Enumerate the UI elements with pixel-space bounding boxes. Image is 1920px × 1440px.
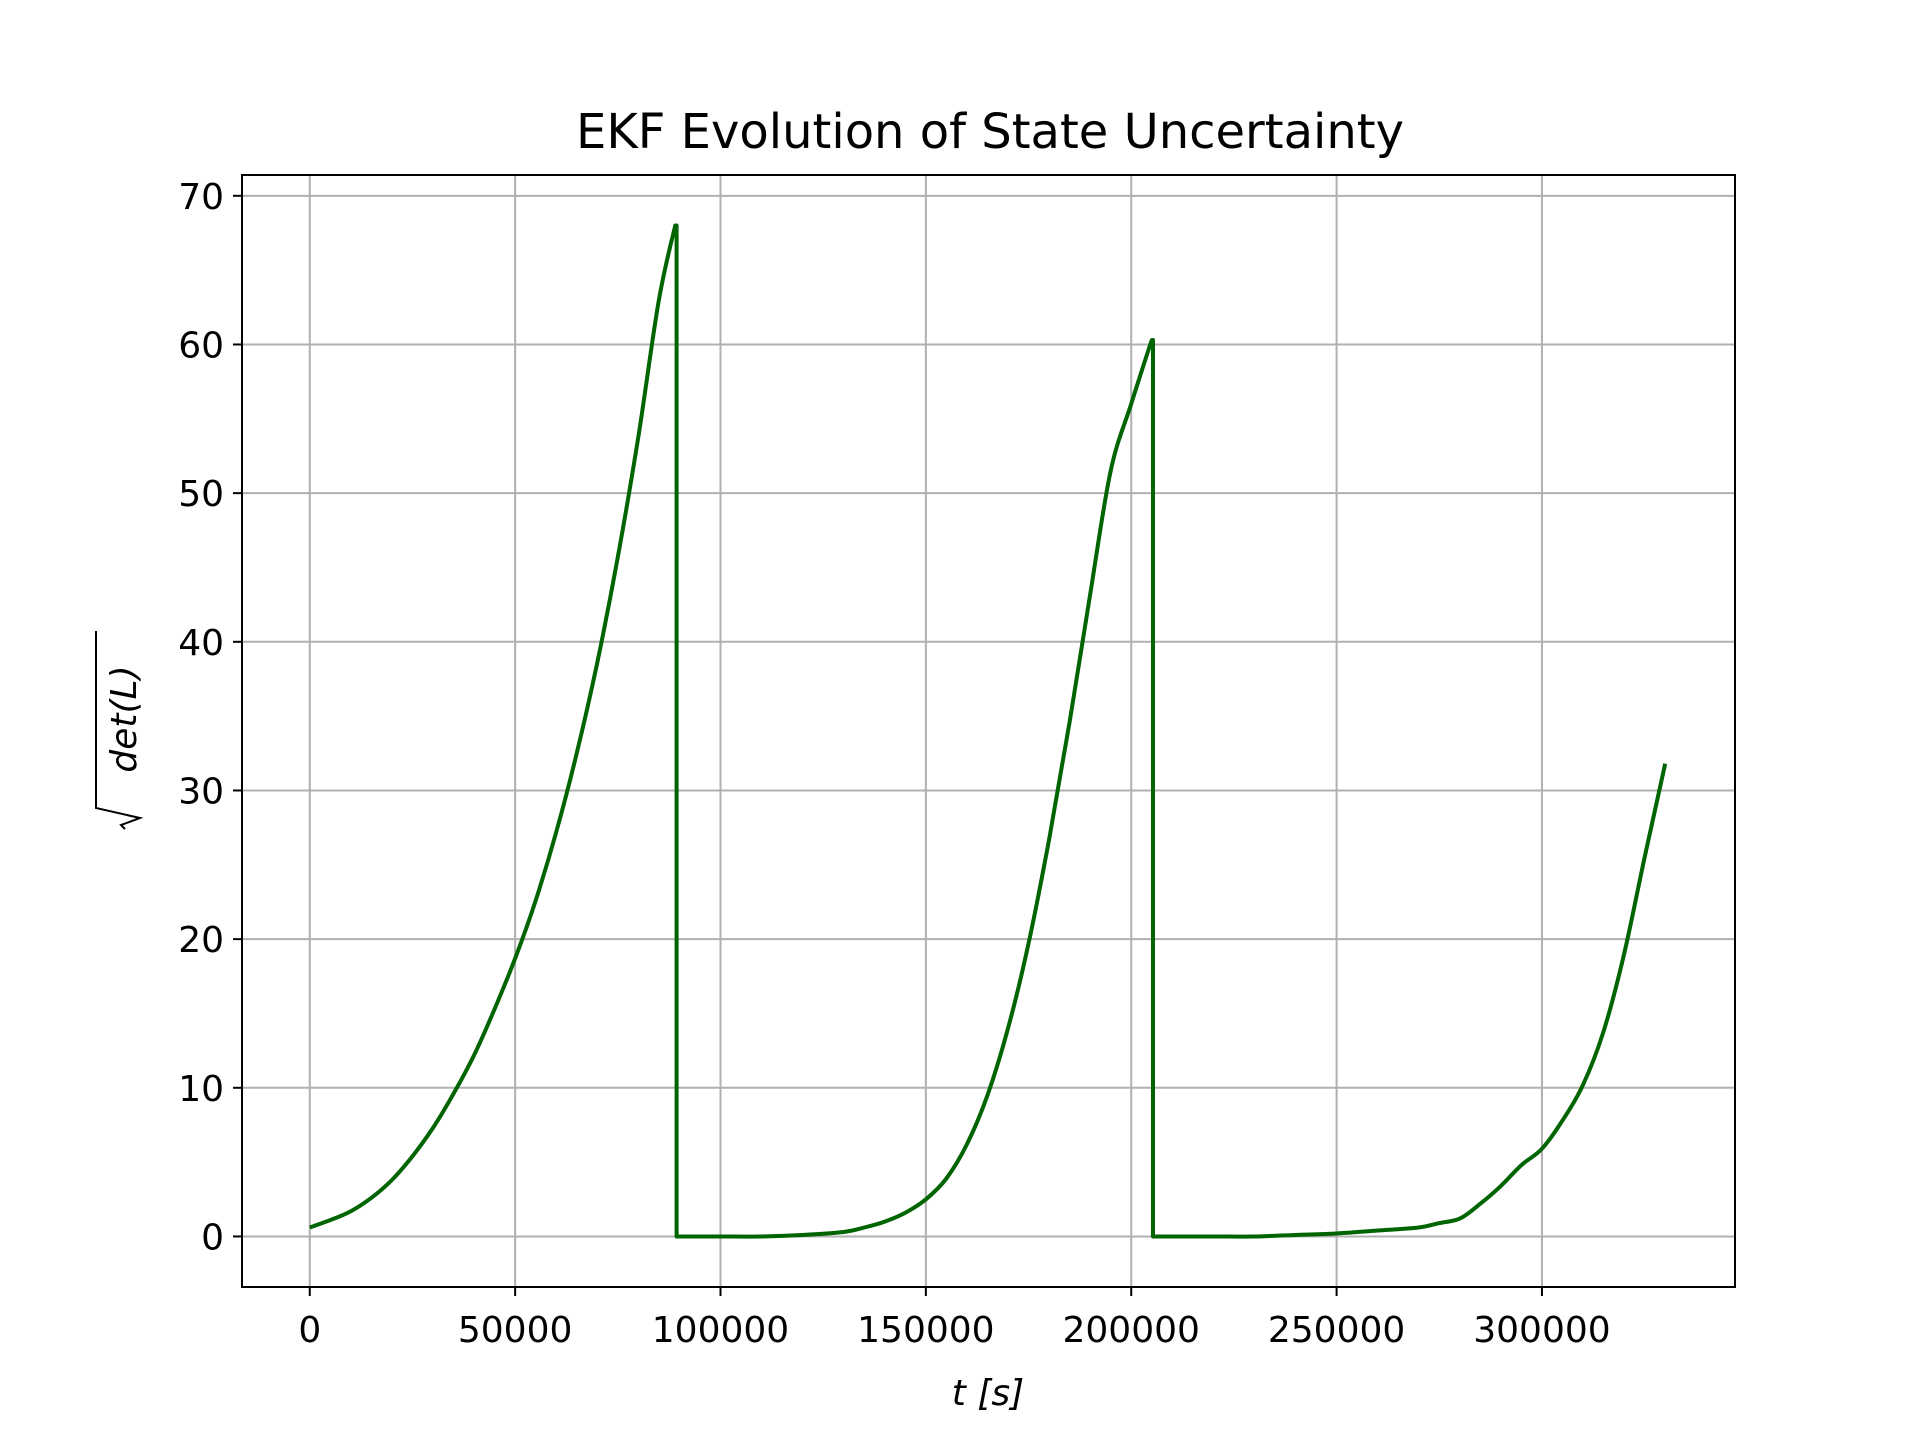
y-tick-label: 50 [178,474,224,515]
x-tick-label: 150000 [857,1310,994,1351]
y-tick-label: 10 [178,1069,224,1110]
x-tick-label: 100000 [652,1310,789,1351]
x-tick-label: 200000 [1063,1310,1200,1351]
sqrt-symbol [95,631,144,830]
x-tick-label: 250000 [1268,1310,1405,1351]
x-tick-label: 50000 [458,1310,573,1351]
y-axis-label: det(L) [104,665,145,772]
axes-frame [241,174,1736,1288]
y-tick-label: 40 [178,623,224,664]
x-tick-label: 300000 [1473,1310,1610,1351]
x-tick-label: 0 [298,1310,321,1351]
y-tick-label: 30 [178,771,224,812]
y-tick-label: 70 [178,177,224,218]
x-axis-label: t [s] [952,1373,1024,1414]
y-tick-label: 60 [178,325,224,366]
axis-ticks: 0 50000 100000 150000 200000 250000 300000 0 10 2… [178,177,1610,1351]
chart-title: EKF Evolution of State Uncertainty [576,104,1404,160]
series-line [309,223,1668,1239]
plot-area [309,223,1668,1239]
grid-lines [242,175,1735,1287]
y-tick-label: 20 [178,920,224,961]
y-axis-label-group: det(L) [95,631,145,830]
y-tick-label: 0 [201,1217,224,1258]
